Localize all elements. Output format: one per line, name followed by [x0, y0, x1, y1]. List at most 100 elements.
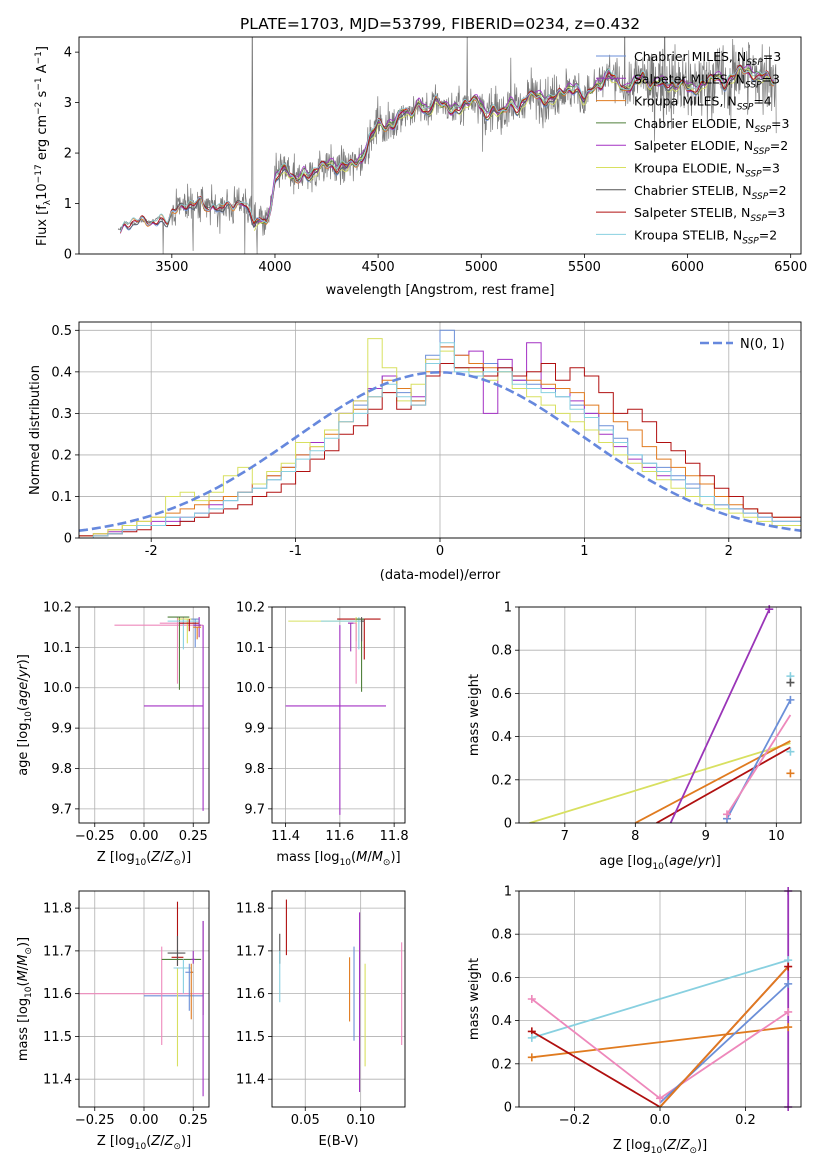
- x-axis-label: mass [log10(M/M⊙)]: [276, 850, 400, 868]
- weight-vs-age-line-pink: [726, 714, 792, 815]
- age-vs-mass-ytick-label: 9.8: [244, 762, 265, 777]
- residuals-xtick-label: -1: [289, 544, 302, 559]
- spectrum-plot-area: [117, 37, 777, 254]
- weight-vs-age-ytick-label: 1: [504, 601, 512, 616]
- residuals-ytick-label: 0: [64, 532, 72, 547]
- y-axis-label: Normed distribution: [28, 365, 43, 495]
- spectrum-xtick-label: 4000: [258, 260, 291, 275]
- residuals-xtick-label: 1: [580, 544, 588, 559]
- weight-vs-z-xtick-label: 0.0: [650, 1113, 671, 1128]
- age-vs-mass-ytick-label: 10.1: [236, 641, 265, 656]
- weight-vs-age-marker: [786, 695, 795, 704]
- histogram-salpeter_stelib: [79, 363, 801, 538]
- legend-label: Salpeter MILES, NSSP=3: [634, 71, 780, 90]
- mass-vs-ebv-xtick-label: 0.05: [291, 1113, 320, 1128]
- weight-vs-age-ytick-label: 0.8: [491, 644, 512, 659]
- legend: Chabrier MILES, NSSP=3 Salpeter MILES, NS…: [596, 49, 789, 246]
- age-vs-mass-xtick-label: 11.8: [380, 829, 409, 844]
- mass-vs-ebv-plot-area: [279, 899, 403, 1093]
- mass-vs-ebv-ytick-label: 11.8: [236, 902, 265, 917]
- legend-label: Chabrier MILES, NSSP=3: [634, 49, 781, 68]
- weight-vs-z-marker: [527, 995, 536, 1003]
- mass-vs-z-axes: −0.25 0.00 0.25 11.4 11.5 11.6 11.7 11.8 Z [log1…: [16, 890, 210, 1152]
- residuals-xtick-label: 0: [436, 544, 444, 559]
- spectrum-ytick-label: 4: [64, 46, 72, 61]
- weight-vs-z-ytick-label: 0: [504, 1101, 512, 1116]
- weight-vs-z-marker: [784, 979, 793, 988]
- weight-vs-age-line-kroupa_elodie: [529, 742, 791, 823]
- mass-vs-ebv-frame: [271, 890, 406, 1108]
- spectrum-ytick-label: 0: [64, 248, 72, 263]
- x-axis-label: Z [log10(Z/Z⊙)]: [97, 850, 191, 868]
- residuals-xtick-label: 2: [725, 544, 733, 559]
- y-axis-label: mass weight: [467, 958, 482, 1040]
- weight-vs-age-xtick-label: 9: [702, 829, 710, 844]
- residuals-xtick-label: -2: [145, 544, 158, 559]
- x-axis-label: wavelength [Angstrom, rest frame]: [326, 283, 555, 298]
- weight-vs-z-axes: −0.2 0.0 0.2 0 0.2 0.4 0.6 0.8 1 Z [log10(Z/Z⊙)] m…: [467, 885, 802, 1156]
- mass-vs-z-ytick-label: 11.5: [43, 1030, 72, 1045]
- model-line-kroupa_stelib: [119, 66, 774, 233]
- legend-label: Salpeter STELIB, NSSP=3: [634, 205, 785, 224]
- y-axis-label: Flux [fλ10−17 erg cm−2 s−1 A−1]: [34, 46, 53, 246]
- age-vs-mass-plot-area: [285, 617, 386, 815]
- weight-vs-age-ytick-label: 0.6: [491, 687, 512, 702]
- weight-vs-z-xtick-label: −0.2: [559, 1113, 591, 1128]
- weight-vs-age-frame: [518, 606, 802, 824]
- weight-vs-age-line-salpeter_stelib: [656, 746, 791, 823]
- age-vs-z-ytick-label: 9.7: [51, 802, 72, 817]
- weight-vs-z-line-kroupa_miles: [531, 1026, 789, 1059]
- weight-vs-z-ytick-label: 0.8: [491, 928, 512, 943]
- x-axis-label: age [log10(age/yr)]: [599, 854, 721, 872]
- mass-vs-ebv-grid: [272, 891, 405, 1107]
- mass-vs-ebv-ytick-label: 11.7: [236, 944, 265, 959]
- weight-vs-z-marker: [656, 1094, 664, 1103]
- weight-vs-z-marker: [527, 1033, 536, 1042]
- legend-label: Chabrier ELODIE, NSSP=3: [634, 116, 789, 135]
- age-vs-z-xtick-label: 0.00: [130, 829, 159, 844]
- weight-vs-z-frame: [518, 890, 802, 1108]
- spectrum-axes: 3500 4000 4500 5000 5500 6000 6500 0 1 2 3 4 PLATE=1…: [34, 15, 807, 298]
- weight-vs-z-marker: [784, 962, 793, 971]
- weight-vs-age-marker: [765, 605, 774, 614]
- weight-vs-age-axes: 7 8 9 10 0 0.2 0.4 0.6 0.8 1 age [log10(age/yr)] ma…: [467, 601, 802, 872]
- weight-vs-z-xtick-label: 0.2: [735, 1113, 756, 1128]
- mass-vs-z-xtick-label: 0.00: [130, 1113, 159, 1128]
- weight-vs-z-marker: [784, 1007, 793, 1016]
- histogram-kroupa_elodie: [79, 338, 801, 538]
- histogram-kroupa_stelib: [79, 342, 801, 538]
- spectrum-xtick-label: 3500: [155, 260, 188, 275]
- weight-vs-age-line-salpeter_miles: [669, 608, 771, 823]
- age-vs-z-ytick-label: 10.1: [43, 641, 72, 656]
- mass-vs-z-plot-area: [79, 901, 204, 1097]
- weight-vs-age-xtick-label: 7: [561, 829, 569, 844]
- residuals-ytick-label: 0.5: [51, 324, 72, 339]
- spectrum-ytick-label: 2: [64, 147, 72, 162]
- spectrum-ytick-label: 1: [64, 197, 72, 212]
- weight-vs-z-ytick-label: 0.6: [491, 971, 512, 986]
- weight-vs-z-ytick-label: 0.2: [491, 1057, 512, 1072]
- weight-vs-age-ytick-label: 0: [504, 817, 512, 832]
- age-vs-z-axes: −0.25 0.00 0.25 9.7 9.8 9.9 10.0 10.1 10.2 Z [log…: [16, 601, 210, 868]
- age-vs-mass-ytick-label: 9.7: [244, 802, 265, 817]
- residuals-ytick-label: 0.1: [51, 490, 72, 505]
- chart-title: PLATE=1703, MJD=53799, FIBERID=0234, z=0…: [240, 15, 640, 33]
- age-vs-z-ytick-label: 9.8: [51, 762, 72, 777]
- residuals-axes: -2 -1 0 1 2 0 0.1 0.2 0.3 0.4 0.5 (data-model)/erro…: [28, 321, 802, 583]
- weight-vs-age-marker: [722, 810, 731, 819]
- age-vs-z-ytick-label: 10.0: [43, 681, 72, 696]
- residuals-frame: [78, 321, 802, 539]
- age-vs-mass-ytick-label: 9.9: [244, 722, 265, 737]
- legend-label: Kroupa MILES, NSSP=4: [634, 94, 772, 113]
- legend-label: N(0, 1): [740, 337, 785, 352]
- x-axis-label: Z [log10(Z/Z⊙)]: [97, 1134, 191, 1152]
- age-vs-mass-frame: [271, 606, 406, 824]
- residuals-ytick-label: 0.4: [51, 365, 72, 380]
- spectrum-xtick-label: 6500: [774, 260, 807, 275]
- y-axis-label: mass [log10(M/M⊙)]: [16, 937, 34, 1061]
- spectrum-xtick-label: 6000: [671, 260, 704, 275]
- mass-vs-z-ytick-label: 11.4: [43, 1073, 72, 1088]
- spectrum-xtick-label: 5500: [568, 260, 601, 275]
- age-vs-z-plot-area: [114, 616, 204, 811]
- observed-spectrum: [117, 37, 777, 254]
